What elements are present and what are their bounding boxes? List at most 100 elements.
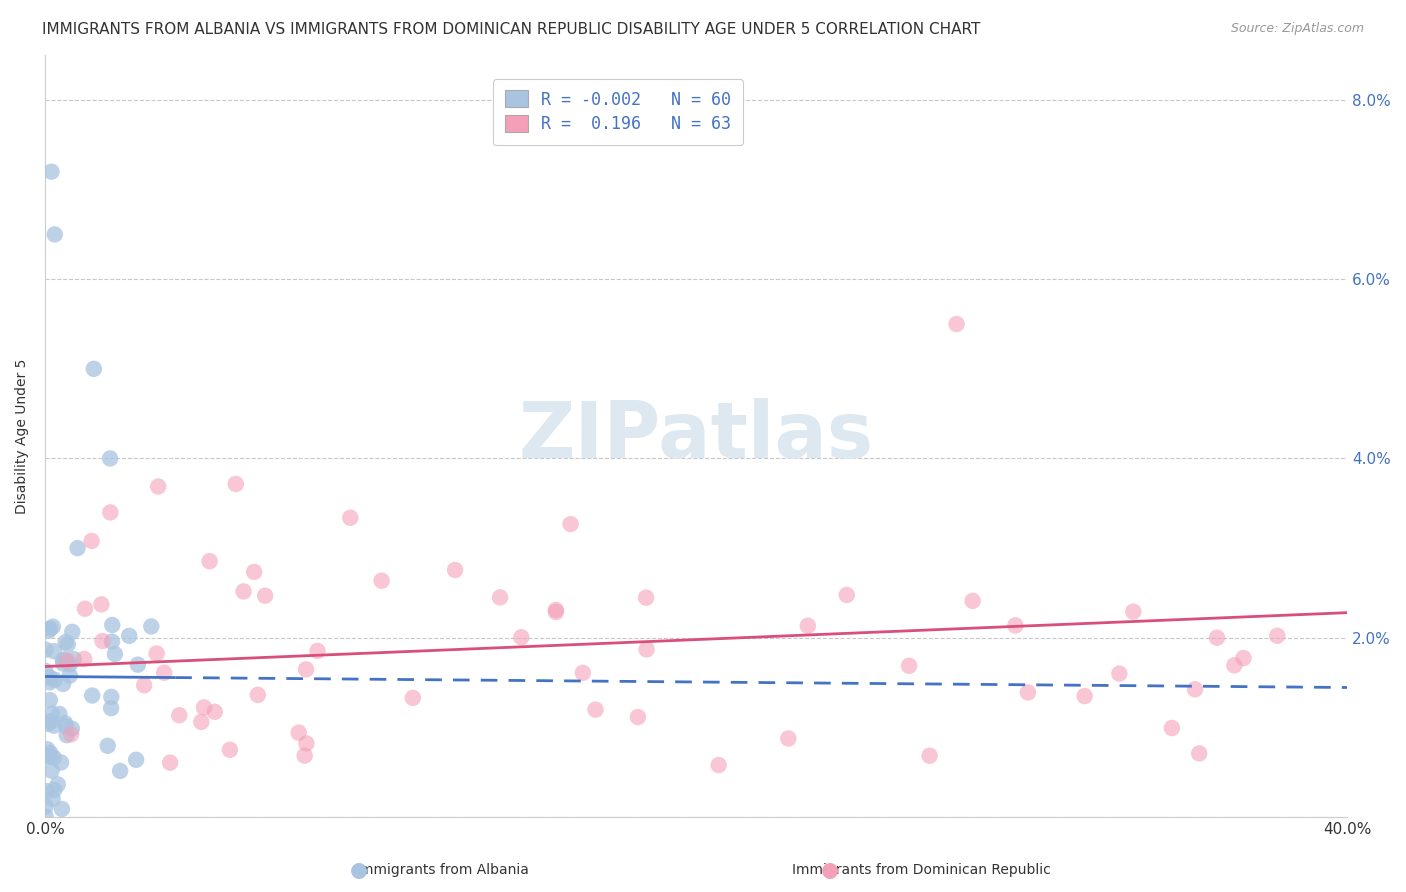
Point xyxy=(80,533,103,548)
Point xyxy=(101,618,124,632)
Point xyxy=(37,749,59,764)
Point xyxy=(52,657,75,671)
Text: ●: ● xyxy=(821,860,838,880)
Point xyxy=(63,652,86,666)
Point xyxy=(42,644,65,658)
Point xyxy=(287,725,309,739)
Point xyxy=(898,658,921,673)
Point xyxy=(73,652,96,666)
Point xyxy=(66,541,89,555)
Point xyxy=(34,642,56,657)
Point xyxy=(55,635,77,649)
Point xyxy=(1232,651,1254,665)
Point xyxy=(125,753,148,767)
Point xyxy=(190,714,212,729)
Point xyxy=(1017,685,1039,699)
Point xyxy=(82,689,104,703)
Point xyxy=(39,714,62,729)
Point xyxy=(100,690,122,704)
Point xyxy=(52,677,75,691)
Point xyxy=(56,637,79,651)
Point xyxy=(141,619,163,633)
Point xyxy=(39,622,62,636)
Point xyxy=(145,647,167,661)
Point xyxy=(38,675,60,690)
Point xyxy=(60,624,83,639)
Point xyxy=(41,164,63,178)
Point xyxy=(44,227,66,242)
Point xyxy=(1160,721,1182,735)
Point xyxy=(918,748,941,763)
Point xyxy=(295,662,318,676)
Point xyxy=(778,731,800,746)
Y-axis label: Disability Age Under 5: Disability Age Under 5 xyxy=(15,359,30,514)
Point xyxy=(962,594,984,608)
Point xyxy=(636,591,658,605)
Point xyxy=(444,563,467,577)
Point xyxy=(55,728,77,742)
Point xyxy=(83,362,105,376)
Point xyxy=(38,624,60,638)
Point xyxy=(49,756,72,770)
Point xyxy=(42,620,65,634)
Point xyxy=(1223,658,1246,673)
Point xyxy=(48,706,70,721)
Point xyxy=(560,517,582,532)
Point xyxy=(402,690,425,705)
Point xyxy=(38,670,60,684)
Point xyxy=(627,710,650,724)
Point xyxy=(38,749,60,764)
Point xyxy=(98,451,121,466)
Point xyxy=(90,598,112,612)
Point xyxy=(42,751,65,765)
Point xyxy=(34,664,56,678)
Point xyxy=(44,783,66,797)
Point xyxy=(544,605,567,619)
Point xyxy=(835,588,858,602)
Point xyxy=(98,505,121,519)
Point xyxy=(41,764,63,778)
Point xyxy=(243,565,266,579)
Point xyxy=(544,603,567,617)
Text: Immigrants from Albania: Immigrants from Albania xyxy=(357,863,529,877)
Point xyxy=(1122,605,1144,619)
Point xyxy=(91,634,114,648)
Point xyxy=(37,742,59,756)
Point xyxy=(585,703,607,717)
Point xyxy=(169,708,191,723)
Point xyxy=(100,701,122,715)
Point xyxy=(1184,682,1206,697)
Point xyxy=(127,657,149,672)
Point xyxy=(204,705,226,719)
Text: Source: ZipAtlas.com: Source: ZipAtlas.com xyxy=(1230,22,1364,36)
Point xyxy=(1265,629,1288,643)
Point xyxy=(35,784,58,798)
Point xyxy=(59,657,82,672)
Point xyxy=(55,719,77,733)
Point xyxy=(254,589,277,603)
Point xyxy=(42,719,65,733)
Point xyxy=(104,647,127,661)
Point xyxy=(1188,747,1211,761)
Point xyxy=(73,601,96,615)
Point xyxy=(59,668,82,682)
Point xyxy=(1108,666,1130,681)
Point xyxy=(797,619,820,633)
Point xyxy=(35,810,58,824)
Point xyxy=(60,722,83,736)
Point xyxy=(55,653,77,667)
Point xyxy=(37,717,59,731)
Point xyxy=(118,629,141,643)
Point xyxy=(39,746,62,760)
Point xyxy=(636,642,658,657)
Point xyxy=(46,777,69,791)
Text: IMMIGRANTS FROM ALBANIA VS IMMIGRANTS FROM DOMINICAN REPUBLIC DISABILITY AGE UND: IMMIGRANTS FROM ALBANIA VS IMMIGRANTS FR… xyxy=(42,22,980,37)
Point xyxy=(1206,631,1229,645)
Point xyxy=(41,706,63,721)
Point xyxy=(41,792,63,806)
Point xyxy=(101,634,124,648)
Point xyxy=(572,665,595,680)
Point xyxy=(134,678,156,692)
Point xyxy=(295,736,318,750)
Point xyxy=(198,554,221,568)
